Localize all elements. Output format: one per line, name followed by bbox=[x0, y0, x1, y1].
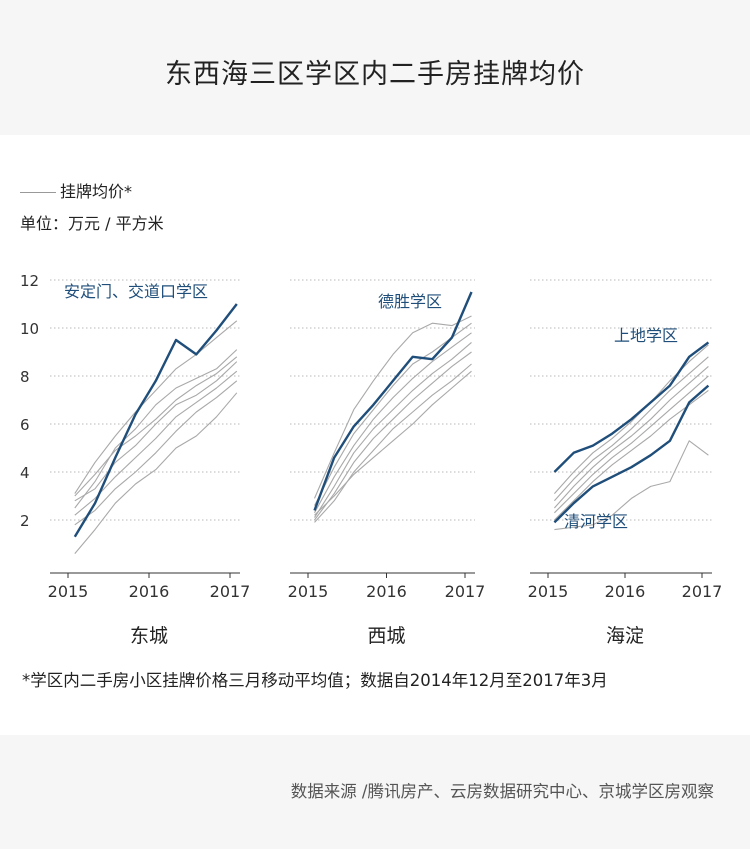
series-line bbox=[74, 380, 238, 526]
title-banner: 东西海三区学区内二手房挂牌均价 bbox=[0, 0, 750, 135]
series-line bbox=[553, 356, 709, 502]
series-line-highlight bbox=[73, 303, 238, 538]
legend-line-swatch bbox=[20, 192, 56, 193]
unit-label: 单位：万元 / 平方米 bbox=[20, 214, 164, 233]
x-tick-label: 2017 bbox=[210, 582, 251, 601]
y-tick-label: 4 bbox=[20, 464, 30, 482]
x-tick-label: 2016 bbox=[129, 582, 170, 601]
series-label: 清河学区 bbox=[564, 512, 628, 531]
series-line-highlight bbox=[553, 384, 710, 524]
x-tick-label: 2016 bbox=[366, 582, 407, 601]
series-line bbox=[314, 363, 472, 523]
series-line-highlight bbox=[313, 291, 473, 511]
series-line bbox=[313, 315, 472, 499]
legend: 挂牌均价* bbox=[20, 178, 132, 202]
x-tick-label: 2015 bbox=[528, 582, 569, 601]
x-tick-label: 2017 bbox=[445, 582, 486, 601]
panel-title: 东城 bbox=[130, 625, 168, 647]
series-line bbox=[554, 440, 709, 531]
series-line bbox=[554, 375, 709, 514]
series-line bbox=[74, 361, 238, 502]
legend-label: 挂牌均价* bbox=[60, 182, 133, 201]
series-label: 德胜学区 bbox=[378, 292, 442, 311]
x-tick-label: 2017 bbox=[682, 582, 723, 601]
series-line bbox=[314, 332, 472, 514]
series-line bbox=[554, 389, 709, 521]
series-line bbox=[553, 365, 709, 509]
x-tick-label: 2016 bbox=[605, 582, 646, 601]
panel-title: 西城 bbox=[367, 625, 405, 647]
series-label: 上地学区 bbox=[614, 326, 678, 345]
series-line bbox=[314, 370, 472, 516]
y-tick-label: 12 bbox=[20, 272, 39, 290]
series-line bbox=[74, 392, 238, 554]
series-label: 安定门、交道口学区 bbox=[64, 282, 208, 301]
y-tick-label: 8 bbox=[20, 368, 30, 386]
x-tick-label: 2015 bbox=[288, 582, 329, 601]
x-tick-label: 2015 bbox=[48, 582, 89, 601]
footnote: *学区内二手房小区挂牌价格三月移动平均值；数据自2014年12月至2017年3月 bbox=[22, 671, 608, 690]
series-line-highlight bbox=[553, 341, 710, 473]
series-line bbox=[314, 322, 472, 506]
series-line bbox=[314, 351, 472, 521]
y-tick-label: 10 bbox=[20, 320, 39, 338]
source-note: 数据来源 /腾讯房产、云房数据研究中心、京城学区房观察 bbox=[290, 782, 714, 801]
series-line bbox=[74, 349, 238, 509]
series-line bbox=[74, 370, 238, 516]
series-line bbox=[314, 341, 472, 518]
panel-title: 海淀 bbox=[606, 625, 644, 647]
y-tick-label: 2 bbox=[20, 512, 30, 530]
page-title: 东西海三区学区内二手房挂牌均价 bbox=[165, 59, 585, 90]
footer-banner: 数据来源 /腾讯房产、云房数据研究中心、京城学区房观察 bbox=[0, 735, 750, 849]
y-tick-label: 6 bbox=[20, 416, 30, 434]
series-line bbox=[74, 320, 238, 494]
series-line bbox=[74, 356, 238, 497]
